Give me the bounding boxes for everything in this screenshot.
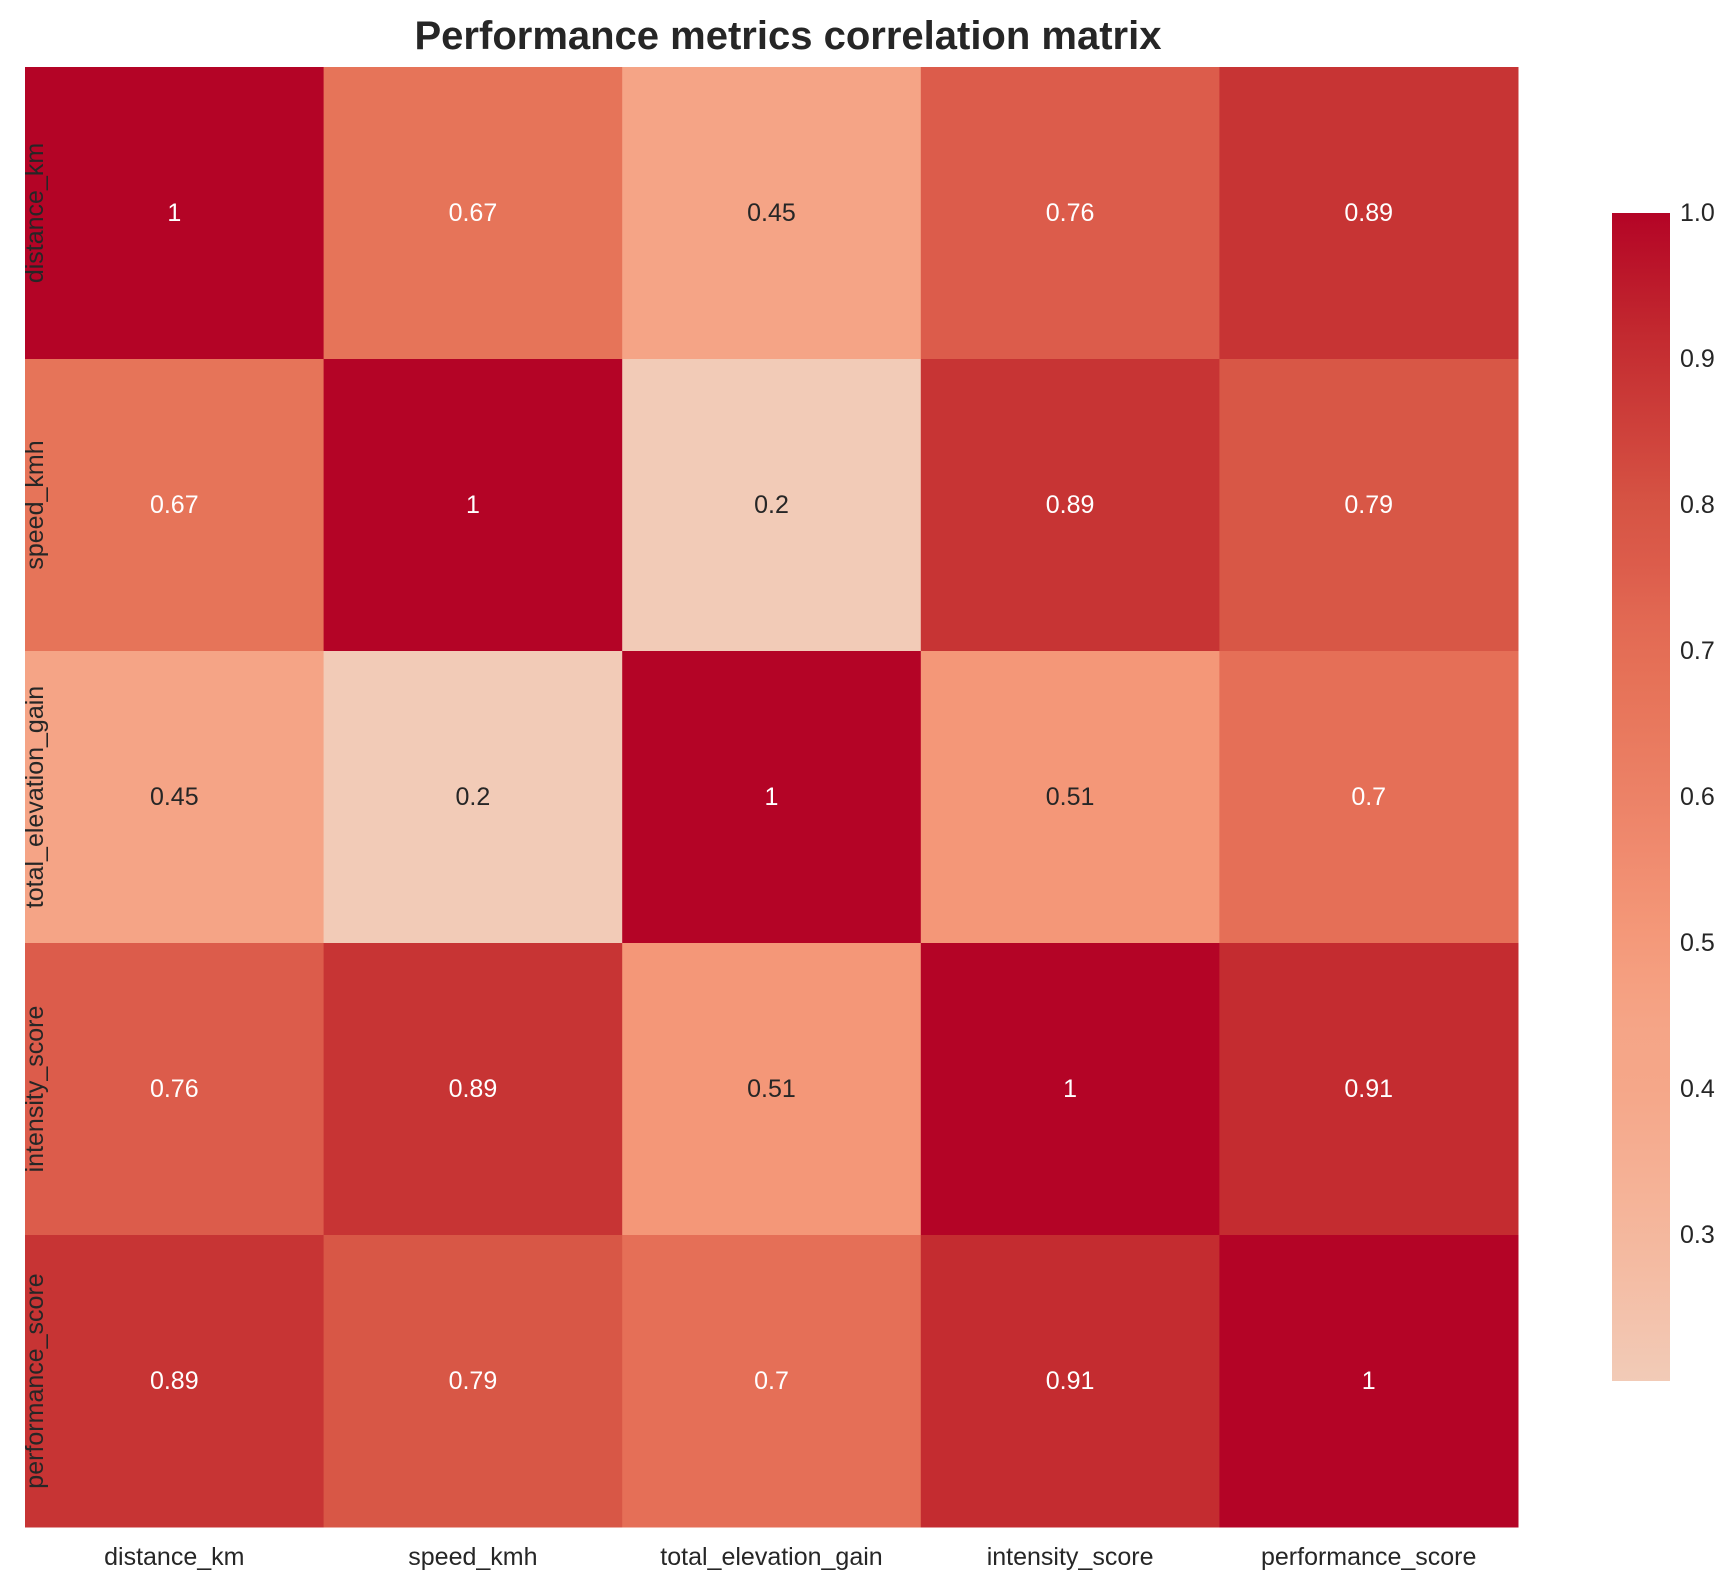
cell-value-label: 0.45 <box>747 199 796 227</box>
x-tick-label: distance_km <box>104 1543 244 1571</box>
cell-value-label: 0.2 <box>456 783 491 811</box>
x-tick-label: total_elevation_gain <box>660 1543 882 1571</box>
cell-value-label: 0.89 <box>1046 491 1095 519</box>
colorbar-tick-label: 1.0 <box>1680 199 1715 227</box>
y-tick-label: intensity_score <box>21 1006 49 1173</box>
heatmap-cell <box>25 1235 325 1528</box>
heatmap-cell <box>1219 651 1519 944</box>
heatmap-cell <box>323 359 623 652</box>
heatmap-cell <box>920 651 1220 944</box>
heatmap-cell <box>920 359 1220 652</box>
heatmap-cell <box>622 943 922 1236</box>
cell-value-label: 0.51 <box>1046 783 1095 811</box>
colorbar <box>1612 213 1670 1381</box>
colorbar-tick-label: 0.7 <box>1680 637 1715 665</box>
cell-value-label: 0.76 <box>150 1075 199 1103</box>
cell-value-label: 0.45 <box>150 783 199 811</box>
heatmap-cell <box>622 1235 922 1528</box>
heatmap-cell <box>1219 1235 1519 1528</box>
y-tick-label: total_elevation_gain <box>21 686 49 908</box>
y-tick-label: speed_kmh <box>21 440 49 569</box>
cell-value-label: 0.89 <box>1344 199 1393 227</box>
cell-value-label: 0.89 <box>150 1367 199 1395</box>
x-tick-label: speed_kmh <box>408 1543 537 1571</box>
heatmap-cell <box>25 651 325 944</box>
cell-value-label: 0.91 <box>1344 1075 1393 1103</box>
x-tick-label: intensity_score <box>987 1543 1154 1571</box>
cell-value-label: 0.7 <box>754 1367 789 1395</box>
heatmap-cell <box>1219 359 1519 652</box>
cell-value-label: 0.89 <box>449 1075 498 1103</box>
colorbar-tick-label: 0.9 <box>1680 345 1715 373</box>
heatmap-cell <box>25 359 325 652</box>
cell-value-label: 0.76 <box>1046 199 1095 227</box>
x-tick-label: performance_score <box>1261 1543 1476 1571</box>
colorbar-tick-label: 0.8 <box>1680 491 1715 519</box>
heatmap-cell <box>920 943 1220 1236</box>
heatmap-cell <box>622 359 922 652</box>
heatmap-cell <box>1219 67 1519 360</box>
heatmap-cell <box>920 1235 1220 1528</box>
chart-title: Performance metrics correlation matrix <box>415 14 1162 58</box>
heatmap-cell <box>25 943 325 1236</box>
cell-value-label: 1 <box>765 783 779 811</box>
cell-value-label: 0.79 <box>1344 491 1393 519</box>
cell-value-label: 0.67 <box>150 491 199 519</box>
cell-value-label: 0.91 <box>1046 1367 1095 1395</box>
colorbar-tick-label: 0.5 <box>1680 929 1715 957</box>
cell-value-label: 0.79 <box>449 1367 498 1395</box>
y-tick-label: performance_score <box>21 1273 49 1488</box>
cell-value-label: 1 <box>1063 1075 1077 1103</box>
heatmap-cell <box>1219 943 1519 1236</box>
cell-value-label: 1 <box>1362 1367 1376 1395</box>
heatmap-cell <box>622 67 922 360</box>
colorbar-tick-label: 0.6 <box>1680 783 1715 811</box>
cell-value-label: 0.51 <box>747 1075 796 1103</box>
heatmap-cell <box>323 943 623 1236</box>
y-tick-label: distance_km <box>21 143 49 283</box>
cell-value-label: 1 <box>167 199 181 227</box>
cell-value-label: 1 <box>466 491 480 519</box>
heatmap-cell <box>323 67 623 360</box>
heatmap-cell <box>25 67 325 360</box>
heatmap-cell <box>920 67 1220 360</box>
cell-value-label: 0.7 <box>1351 783 1386 811</box>
colorbar-tick-label: 0.4 <box>1680 1075 1715 1103</box>
cell-value-label: 0.2 <box>754 491 789 519</box>
colorbar-tick-label: 0.3 <box>1680 1221 1715 1249</box>
heatmap-cell <box>323 1235 623 1528</box>
heatmap-cell <box>323 651 623 944</box>
cell-value-label: 0.67 <box>449 199 498 227</box>
heatmap-cell <box>622 651 922 944</box>
